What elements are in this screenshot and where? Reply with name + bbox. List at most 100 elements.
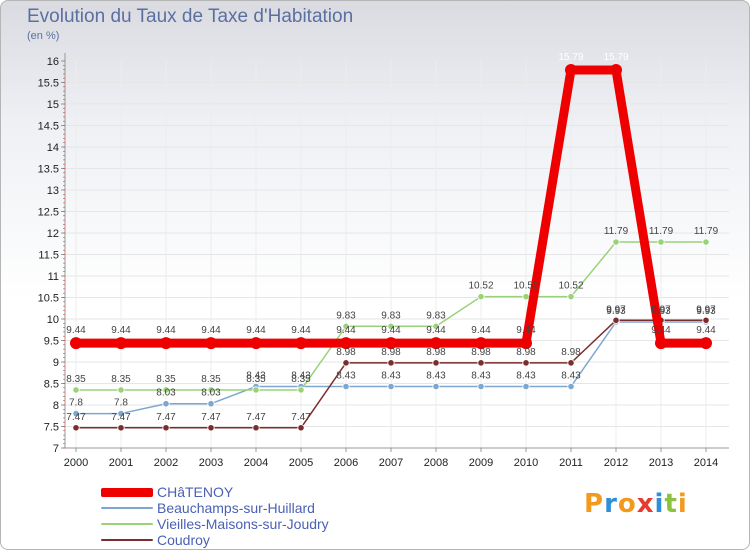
legend-swatch-vieilles-maisons xyxy=(101,523,153,525)
series-point-1 xyxy=(342,382,350,391)
y-tick-label: 11 xyxy=(48,271,59,283)
data-label: 9.44 xyxy=(66,325,86,336)
series-point-2 xyxy=(342,322,350,330)
x-tick-label: 2009 xyxy=(469,457,493,469)
data-label: 9.44 xyxy=(381,325,401,336)
data-label: 9.44 xyxy=(516,325,536,336)
y-tick-label: 14.5 xyxy=(38,121,59,133)
x-tick-label: 2011 xyxy=(559,457,583,469)
data-label: 8.03 xyxy=(156,388,176,399)
y-tick-label: 11.5 xyxy=(38,250,59,262)
data-label: 7.47 xyxy=(156,412,176,423)
series-point-3 xyxy=(477,359,485,367)
data-label: 9.93 xyxy=(606,306,626,317)
data-label: 7.47 xyxy=(246,412,266,423)
series-point-3 xyxy=(432,359,440,367)
x-tick-label: 2012 xyxy=(604,457,628,469)
data-label: 8.03 xyxy=(201,388,221,399)
legend-label-coudroy: Coudroy xyxy=(157,532,210,548)
logo-letter: i xyxy=(677,489,688,519)
data-label: 9.44 xyxy=(156,325,176,336)
series-point-3 xyxy=(387,359,395,367)
chart-subtitle: (en %) xyxy=(27,30,60,42)
series-point-3 xyxy=(72,424,80,432)
legend-swatch-beauchamps xyxy=(101,507,153,509)
y-tick-label: 12.5 xyxy=(38,207,59,219)
y-tick-label: 7 xyxy=(53,443,59,455)
data-label: 7.47 xyxy=(111,412,131,423)
series-point-2 xyxy=(702,238,710,246)
y-tick-label: 12 xyxy=(47,228,59,240)
series-point-1 xyxy=(207,400,215,408)
data-label: 9.83 xyxy=(381,310,401,321)
series-point-0 xyxy=(430,337,442,350)
series-point-0 xyxy=(565,64,577,77)
series-point-2 xyxy=(522,293,530,301)
y-tick-label: 8 xyxy=(53,400,59,412)
series-point-2 xyxy=(387,322,395,330)
x-tick-label: 2000 xyxy=(64,457,88,469)
logo-letter: P xyxy=(584,489,605,519)
logo-letter: i xyxy=(654,489,665,519)
series-point-2 xyxy=(477,293,485,301)
data-label: 11.79 xyxy=(694,226,719,237)
series-point-2 xyxy=(612,238,620,246)
legend-swatch-coudroy xyxy=(101,539,153,541)
data-label: 8.98 xyxy=(426,347,446,358)
y-tick-label: 15 xyxy=(47,99,59,111)
logo-letter: r xyxy=(604,489,618,519)
proxiti-logo: Proxiti xyxy=(584,489,688,519)
data-label: 8.43 xyxy=(336,371,356,382)
chart-title: Evolution du Taux de Taxe d'Habitation xyxy=(27,6,354,27)
y-tick-label: 13.5 xyxy=(38,164,59,176)
x-tick-label: 2005 xyxy=(289,457,313,469)
series-point-3 xyxy=(702,316,710,324)
series-point-1 xyxy=(567,382,575,391)
data-label: 8.43 xyxy=(471,371,491,382)
series-point-2 xyxy=(657,238,665,246)
data-label: 9.44 xyxy=(426,325,446,336)
series-point-2 xyxy=(72,386,80,394)
data-label: 9.97 xyxy=(696,304,716,315)
legend-swatch-chatenoy xyxy=(101,488,153,497)
x-tick-label: 2002 xyxy=(154,457,178,469)
y-tick-label: 16 xyxy=(47,56,59,68)
data-label: 8.98 xyxy=(381,347,401,358)
data-label: 8.35 xyxy=(111,374,131,385)
legend-label-chatenoy: CHâTENOY xyxy=(157,484,234,500)
data-label: 8.35 xyxy=(291,374,311,385)
series-point-2 xyxy=(252,386,260,394)
data-label: 10.52 xyxy=(558,281,583,292)
series-point-1 xyxy=(387,382,395,391)
y-tick-label: 7.5 xyxy=(44,422,59,434)
data-label: 9.44 xyxy=(471,325,491,336)
data-label: 9.93 xyxy=(696,306,716,317)
data-label: 8.43 xyxy=(381,371,401,382)
y-tick-label: 14 xyxy=(47,142,59,154)
data-label: 7.8 xyxy=(114,398,128,409)
x-tick-label: 2014 xyxy=(694,457,718,469)
x-tick-label: 2006 xyxy=(334,457,358,469)
series-point-0 xyxy=(250,337,262,350)
data-label: 11.79 xyxy=(649,226,674,237)
y-tick-label: 9.5 xyxy=(44,336,59,348)
series-point-0 xyxy=(205,337,217,350)
data-label: 9.44 xyxy=(651,325,671,336)
series-point-1 xyxy=(117,409,125,418)
data-label: 8.35 xyxy=(156,374,176,385)
data-label: 8.43 xyxy=(426,371,446,382)
data-label: 9.93 xyxy=(651,306,671,317)
y-tick-label: 13 xyxy=(47,185,59,197)
series-point-1 xyxy=(72,409,80,418)
data-label: 9.44 xyxy=(201,325,221,336)
data-label: 7.47 xyxy=(291,412,311,423)
data-label: 7.47 xyxy=(66,412,86,423)
data-label: 9.83 xyxy=(336,310,356,321)
series-point-0 xyxy=(520,337,532,350)
series-point-2 xyxy=(207,386,215,394)
data-label: 7.47 xyxy=(201,412,221,423)
data-label: 11.79 xyxy=(604,226,629,237)
series-point-1 xyxy=(432,382,440,391)
data-label: 7.8 xyxy=(69,398,83,409)
series-point-3 xyxy=(522,359,530,367)
